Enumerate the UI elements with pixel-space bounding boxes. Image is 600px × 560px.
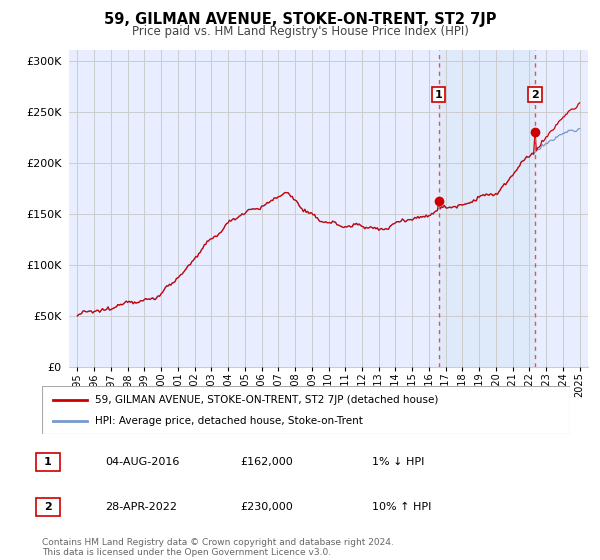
Text: 1: 1: [44, 457, 52, 467]
Text: This data is licensed under the Open Government Licence v3.0.: This data is licensed under the Open Gov…: [42, 548, 331, 557]
Text: 59, GILMAN AVENUE, STOKE-ON-TRENT, ST2 7JP (detached house): 59, GILMAN AVENUE, STOKE-ON-TRENT, ST2 7…: [95, 395, 438, 405]
Bar: [439, 50, 535, 367]
Text: £162,000: £162,000: [240, 457, 293, 467]
Text: 1: 1: [435, 90, 443, 100]
Text: 10% ↑ HPI: 10% ↑ HPI: [372, 502, 431, 512]
Text: 28-APR-2022: 28-APR-2022: [105, 502, 177, 512]
Text: Contains HM Land Registry data © Crown copyright and database right 2024.: Contains HM Land Registry data © Crown c…: [42, 538, 394, 547]
Text: 04-AUG-2016: 04-AUG-2016: [105, 457, 179, 467]
Text: Price paid vs. HM Land Registry's House Price Index (HPI): Price paid vs. HM Land Registry's House …: [131, 25, 469, 38]
Text: 59, GILMAN AVENUE, STOKE-ON-TRENT, ST2 7JP: 59, GILMAN AVENUE, STOKE-ON-TRENT, ST2 7…: [104, 12, 496, 27]
Text: 1% ↓ HPI: 1% ↓ HPI: [372, 457, 424, 467]
Text: HPI: Average price, detached house, Stoke-on-Trent: HPI: Average price, detached house, Stok…: [95, 416, 362, 426]
Text: 2: 2: [44, 502, 52, 512]
Text: £230,000: £230,000: [240, 502, 293, 512]
Text: 2: 2: [531, 90, 539, 100]
